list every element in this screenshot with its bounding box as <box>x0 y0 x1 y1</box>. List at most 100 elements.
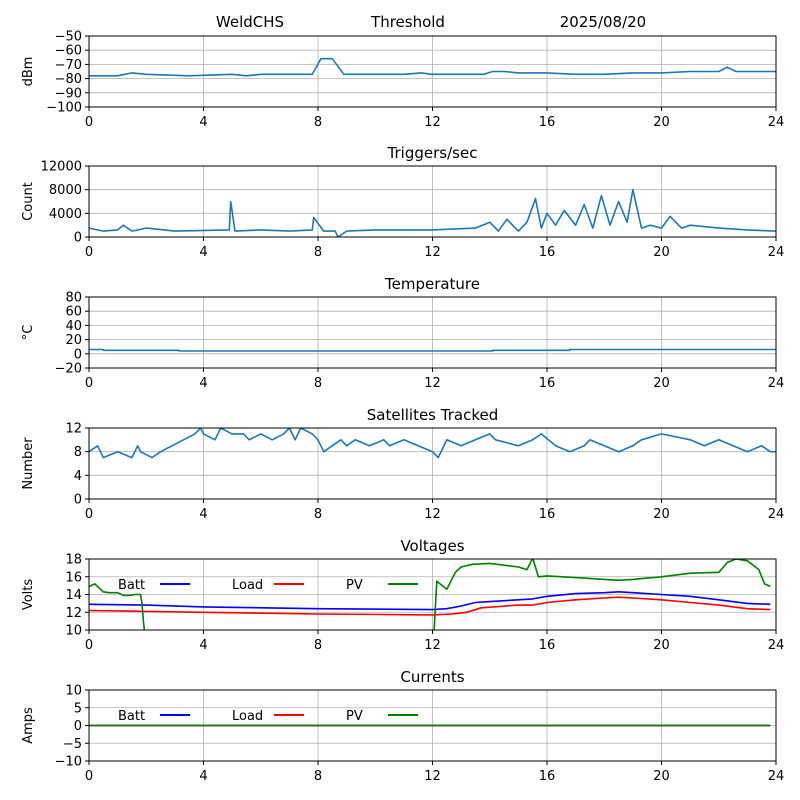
x-tick-label: 8 <box>314 376 322 391</box>
legend-label-batt: Batt <box>118 709 145 724</box>
y-tick-label: −90 <box>55 86 82 101</box>
legend-label-pv: PV <box>346 709 363 724</box>
x-tick-label: 0 <box>85 376 93 391</box>
x-tick-label: 0 <box>85 245 93 260</box>
panel-2: 0 4 8 12 16 20 24 0 4000 8000 12000 Triggers/sec Cou… <box>21 144 784 260</box>
y-tick-label: −80 <box>55 72 82 87</box>
y-tick-label: 8 <box>74 445 82 460</box>
x-tick-label: 4 <box>199 376 207 391</box>
x-tick-label: 16 <box>539 638 556 653</box>
x-tick-label: 0 <box>85 769 93 784</box>
y-tick-label: −70 <box>55 58 82 73</box>
x-tick-label: 24 <box>768 376 785 391</box>
x-tick-label: 16 <box>539 376 556 391</box>
legend-label-load: Load <box>232 709 263 724</box>
x-tick-label: 12 <box>424 769 441 784</box>
y-axis-label: Amps <box>21 707 36 744</box>
panel-1: 0 4 8 12 16 20 24 −100−90−80−70−60−50 dBm <box>21 30 784 131</box>
y-tick-label: −5 <box>63 737 82 752</box>
y-tick-label: 0 <box>74 347 82 362</box>
y-tick-label: −100 <box>46 101 82 116</box>
x-tick-label: 20 <box>653 507 670 522</box>
y-tick-label: −10 <box>55 755 82 770</box>
x-tick-label: 12 <box>424 245 441 260</box>
x-tick-label: 24 <box>768 115 785 130</box>
x-tick-label: 4 <box>199 507 207 522</box>
y-tick-label: 12000 <box>41 160 82 175</box>
y-tick-label: 4 <box>74 469 82 484</box>
x-tick-label: 8 <box>314 769 322 784</box>
x-tick-label: 24 <box>768 245 785 260</box>
x-tick-label: 16 <box>539 769 556 784</box>
x-tick-label: 20 <box>653 769 670 784</box>
x-tick-label: 12 <box>424 507 441 522</box>
y-tick-label: 20 <box>65 333 82 348</box>
y-tick-label: 0 <box>74 719 82 734</box>
y-tick-label: 10 <box>65 684 82 699</box>
y-tick-label: 18 <box>65 553 82 568</box>
x-tick-label: 16 <box>539 115 556 130</box>
y-axis-label: Count <box>21 182 36 221</box>
x-tick-label: 12 <box>424 376 441 391</box>
x-tick-label: 8 <box>314 507 322 522</box>
series-line-load <box>89 596 771 616</box>
y-tick-label: 40 <box>65 319 82 334</box>
y-tick-label: 80 <box>65 291 82 306</box>
series-line <box>89 428 776 459</box>
panel-title: Voltages <box>400 537 464 555</box>
x-tick-label: 8 <box>314 638 322 653</box>
x-tick-label: 8 <box>314 245 322 260</box>
y-tick-label: 16 <box>65 570 82 585</box>
x-tick-label: 24 <box>768 638 785 653</box>
y-tick-label: 4000 <box>49 207 82 222</box>
series-line-pv <box>89 559 771 630</box>
x-tick-label: 12 <box>424 115 441 130</box>
legend-label-load: Load <box>232 578 263 593</box>
x-tick-label: 12 <box>424 638 441 653</box>
y-tick-label: −50 <box>55 30 82 45</box>
x-tick-label: 4 <box>199 245 207 260</box>
series-line <box>89 188 776 237</box>
x-tick-label: 20 <box>653 245 670 260</box>
y-tick-label: 10 <box>65 624 82 639</box>
x-tick-label: 16 <box>539 245 556 260</box>
y-tick-label: 5 <box>74 701 82 716</box>
panel-5: 0 4 8 12 16 20 24 10 12 14 16 18 Voltages Volts Batt Lo… <box>21 537 784 653</box>
x-tick-label: 20 <box>653 376 670 391</box>
y-tick-label: 60 <box>65 305 82 320</box>
legend-label-pv: PV <box>346 578 363 593</box>
header-station: WeldCHS <box>216 13 284 31</box>
y-tick-label: 8000 <box>49 183 82 198</box>
y-tick-label: 0 <box>74 493 82 508</box>
x-tick-label: 16 <box>539 507 556 522</box>
y-tick-label: −60 <box>55 44 82 59</box>
x-tick-label: 0 <box>85 507 93 522</box>
series-line-batt <box>89 590 771 611</box>
x-tick-label: 4 <box>199 115 207 130</box>
header-date: 2025/08/20 <box>560 13 646 31</box>
y-tick-label: 0 <box>74 231 82 246</box>
x-tick-label: 4 <box>199 769 207 784</box>
y-tick-label: 14 <box>65 588 82 603</box>
header-mode: Threshold <box>370 13 445 31</box>
y-axis-label: dBm <box>21 57 36 87</box>
series-line <box>89 348 776 352</box>
series-line <box>89 57 776 77</box>
x-tick-label: 0 <box>85 638 93 653</box>
legend-label-batt: Batt <box>118 578 145 593</box>
x-tick-label: 8 <box>314 115 322 130</box>
x-tick-label: 20 <box>653 115 670 130</box>
x-tick-label: 4 <box>199 638 207 653</box>
y-tick-label: 12 <box>65 422 82 437</box>
panel-title: Triggers/sec <box>387 144 478 162</box>
x-tick-label: 0 <box>85 115 93 130</box>
y-axis-label: °C <box>21 325 36 341</box>
panel-6: 0 4 8 12 16 20 24 −10 −5 0 5 10 Currents Amps Batt Load… <box>21 668 784 784</box>
y-tick-label: 12 <box>65 606 82 621</box>
x-tick-label: 20 <box>653 638 670 653</box>
y-axis-label: Number <box>21 437 36 490</box>
panel-title: Currents <box>400 668 464 686</box>
panel-title: Temperature <box>384 275 480 293</box>
